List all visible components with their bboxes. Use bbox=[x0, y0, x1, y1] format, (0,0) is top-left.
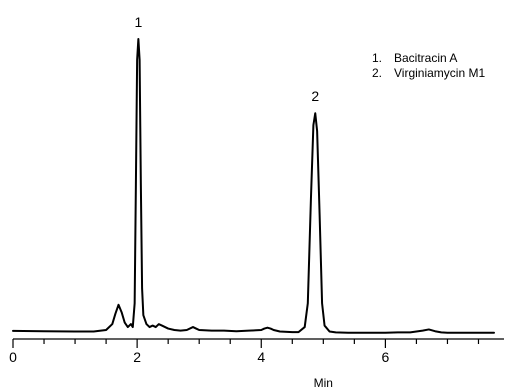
legend: 1. Bacitracin A 2. Virginiamycin M1 bbox=[372, 51, 485, 80]
legend-number: 2. bbox=[372, 66, 382, 80]
legend-number: 1. bbox=[372, 51, 382, 65]
peak-label: 2 bbox=[311, 88, 319, 104]
x-tick-label: 0 bbox=[9, 349, 17, 365]
chromatogram-trace bbox=[12, 37, 495, 334]
peak-labels: 12 bbox=[134, 14, 319, 104]
x-axis-ticks: 0 2 4 6 bbox=[9, 339, 480, 365]
x-tick-label: 6 bbox=[381, 349, 389, 365]
peak-label: 1 bbox=[134, 14, 142, 30]
legend-entry: Bacitracin A bbox=[394, 51, 457, 65]
x-axis-label: Min bbox=[314, 376, 333, 390]
x-tick-label: 2 bbox=[133, 349, 141, 365]
x-axis: 0 2 4 6 Min bbox=[9, 338, 504, 390]
x-tick-label: 4 bbox=[257, 349, 265, 365]
legend-entry: Virginiamycin M1 bbox=[394, 66, 485, 80]
